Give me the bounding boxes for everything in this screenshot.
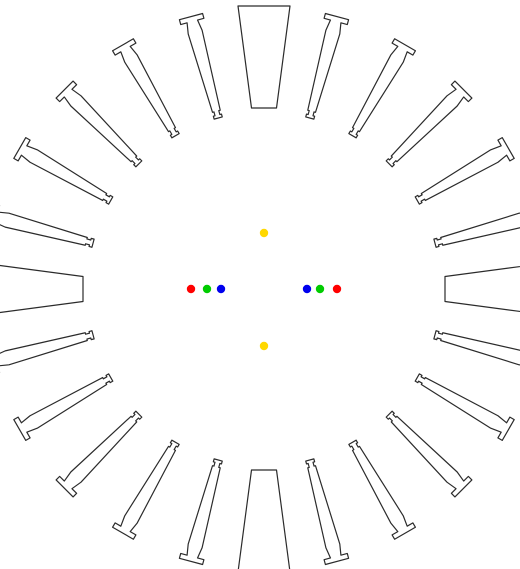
narrow-slot xyxy=(385,410,473,498)
yellow-dot-top xyxy=(259,228,269,238)
narrow-slot xyxy=(414,373,515,441)
wide-slot xyxy=(0,264,84,314)
red-dot-left xyxy=(186,284,196,294)
narrow-slot xyxy=(414,137,515,205)
green-dot-left xyxy=(202,284,212,294)
narrow-slot xyxy=(112,38,180,139)
narrow-slot xyxy=(178,12,223,120)
narrow-slot xyxy=(112,439,180,540)
narrow-slot xyxy=(305,458,350,566)
narrow-slot xyxy=(348,439,416,540)
narrow-slot xyxy=(0,330,95,373)
yellow-dot-bottom xyxy=(259,341,269,351)
narrow-slot xyxy=(178,458,223,566)
narrow-slot xyxy=(13,373,114,441)
narrow-slot xyxy=(433,212,520,248)
slot-group xyxy=(0,5,520,569)
narrow-slot xyxy=(0,205,95,248)
wide-slot xyxy=(237,469,291,569)
blue-dot-right xyxy=(302,284,312,294)
narrow-slot xyxy=(13,137,114,205)
narrow-slot xyxy=(385,80,473,168)
narrow-slot xyxy=(55,410,143,498)
blue-dot-left xyxy=(216,284,226,294)
narrow-slot xyxy=(348,38,416,139)
wide-slot xyxy=(444,265,520,313)
narrow-slot xyxy=(305,12,350,120)
green-dot-right xyxy=(315,284,325,294)
narrow-slot xyxy=(55,80,143,168)
red-dot-right xyxy=(332,284,342,294)
marker-group xyxy=(186,228,342,351)
narrow-slot xyxy=(433,330,520,366)
wide-slot xyxy=(237,5,291,109)
